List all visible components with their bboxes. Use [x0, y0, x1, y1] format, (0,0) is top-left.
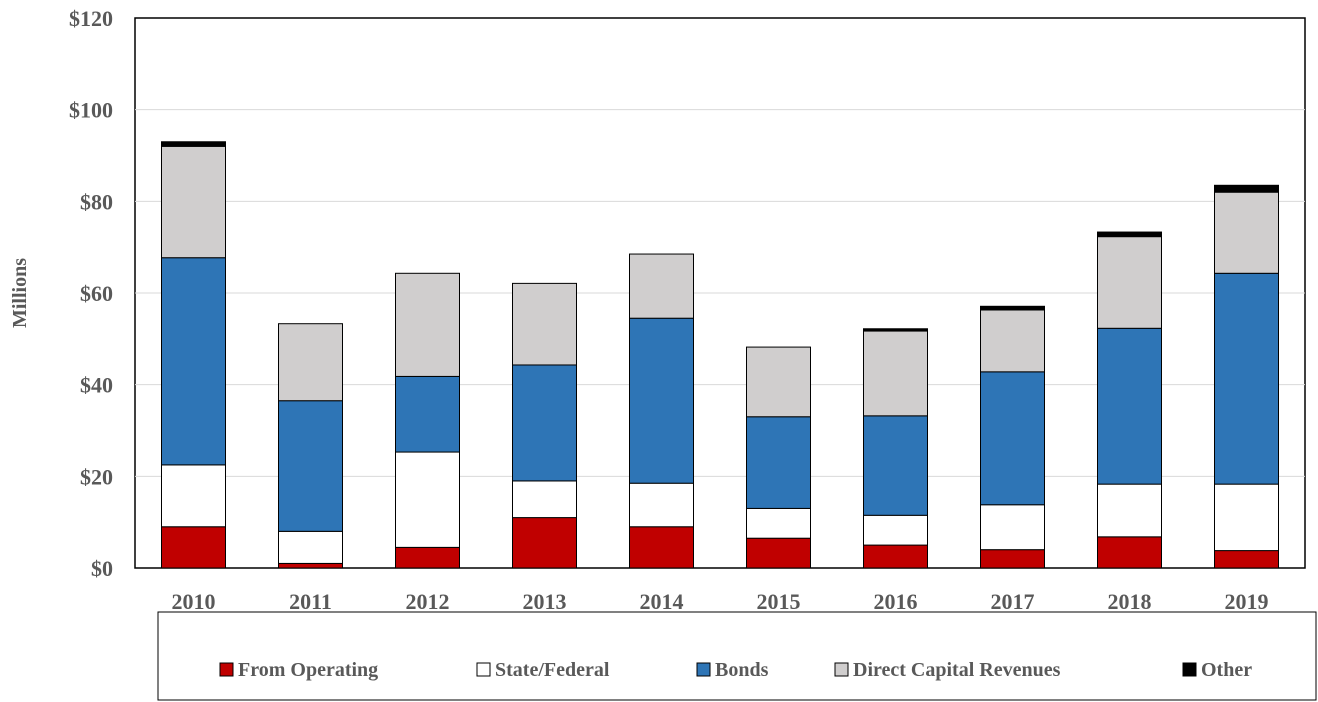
- bar-segment: [1214, 184, 1279, 193]
- x-tick-label: 2016: [874, 589, 918, 614]
- bar-segment: [161, 141, 226, 147]
- legend-swatch: [476, 662, 491, 677]
- bar-segment: [1214, 483, 1279, 552]
- y-tick-label: $0: [91, 556, 113, 581]
- y-axis-label: Millions: [9, 258, 31, 328]
- legend: From Operating State/Federal Bonds Direct C…: [219, 659, 1252, 681]
- x-tick-label: 2010: [172, 589, 216, 614]
- bar-segment: [395, 272, 460, 377]
- bar-segment: [629, 253, 694, 319]
- bar-segment: [746, 537, 811, 569]
- x-tick-label: 2018: [1108, 589, 1152, 614]
- legend-label: Bonds: [715, 659, 769, 681]
- bar-segment: [863, 544, 928, 569]
- bars: [161, 141, 1279, 569]
- bar-segment: [1214, 550, 1279, 569]
- bar-segment: [161, 257, 226, 466]
- legend-swatch: [696, 662, 711, 677]
- legend-box: [157, 611, 1317, 701]
- bar-segment: [512, 517, 577, 569]
- legend-swatch: [219, 662, 234, 677]
- bar-segment: [980, 504, 1045, 551]
- x-tick-label: 2012: [406, 589, 450, 614]
- bar-segment: [980, 371, 1045, 506]
- bar-segment: [395, 375, 460, 453]
- bar-segment: [629, 526, 694, 569]
- y-tick-label: $60: [80, 281, 113, 306]
- x-tick-label: 2019: [1225, 589, 1269, 614]
- bar-segment: [512, 480, 577, 519]
- bar-segment: [980, 309, 1045, 373]
- bar-segment: [512, 282, 577, 366]
- bar-segment: [161, 464, 226, 528]
- bar-segment: [980, 549, 1045, 569]
- y-tick-label: $80: [80, 189, 113, 214]
- x-tick-label: 2017: [991, 589, 1035, 614]
- x-tick-label: 2015: [757, 589, 801, 614]
- y-tick-label: $40: [80, 373, 113, 398]
- bar-segment: [161, 526, 226, 569]
- x-tick-label: 2011: [289, 589, 332, 614]
- bar-segment: [512, 364, 577, 482]
- legend-label: From Operating: [238, 659, 378, 681]
- bar-segment: [863, 328, 928, 332]
- bar-segment: [1097, 327, 1162, 485]
- x-tick-labels: 2010 2011 2012 2013 2014 2015 2016 2017 2018 2019: [172, 589, 1269, 614]
- bar-segment: [746, 346, 811, 418]
- legend-label: Direct Capital Revenues: [853, 659, 1061, 681]
- x-tick-label: 2013: [523, 589, 567, 614]
- bar-segment: [863, 514, 928, 546]
- bar-segment: [161, 145, 226, 259]
- bar-segment: [278, 530, 343, 564]
- legend-swatch: [834, 662, 849, 677]
- bar-segment: [863, 330, 928, 417]
- y-tick-labels: $0 $20 $40 $60 $80 $100 $120: [69, 6, 113, 581]
- y-tick-label: $120: [69, 6, 113, 31]
- bar-segment: [1097, 236, 1162, 329]
- legend-label: Other: [1201, 659, 1252, 681]
- y-tick-label: $20: [80, 464, 113, 489]
- bar-segment: [629, 482, 694, 528]
- bar-segment: [278, 562, 343, 569]
- bar-segment: [395, 451, 460, 548]
- legend-swatch: [1182, 662, 1197, 677]
- bar-segment: [863, 415, 928, 516]
- bar-segment: [746, 416, 811, 509]
- bar-segment: [1214, 191, 1279, 274]
- legend-label: State/Federal: [495, 659, 610, 681]
- bar-segment: [395, 546, 460, 569]
- y-tick-label: $100: [69, 98, 113, 123]
- x-tick-label: 2014: [640, 589, 684, 614]
- bar-segment: [1214, 272, 1279, 485]
- bar-segment: [629, 317, 694, 484]
- bar-segment: [980, 305, 1045, 311]
- bar-segment: [278, 323, 343, 402]
- bar-segment: [1097, 231, 1162, 238]
- bar-segment: [278, 400, 343, 532]
- bar-segment: [1097, 483, 1162, 538]
- bar-segment: [1097, 536, 1162, 569]
- bar-segment: [746, 507, 811, 539]
